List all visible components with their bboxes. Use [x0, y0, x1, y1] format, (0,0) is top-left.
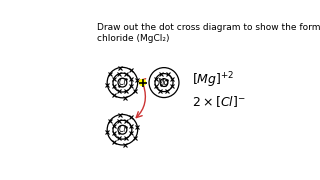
Text: $2\times[Cl]^{-}$: $2\times[Cl]^{-}$: [192, 94, 245, 109]
Circle shape: [140, 80, 146, 86]
Text: Cl: Cl: [119, 125, 126, 134]
Text: $[Mg]^{+2}$: $[Mg]^{+2}$: [192, 70, 234, 90]
Text: Draw out the dot cross diagram to show the formation of Magnesium: Draw out the dot cross diagram to show t…: [98, 23, 320, 32]
Text: Cl: Cl: [119, 78, 126, 87]
Text: Mg: Mg: [158, 78, 170, 87]
Text: chloride (MgCl₂): chloride (MgCl₂): [98, 34, 170, 43]
